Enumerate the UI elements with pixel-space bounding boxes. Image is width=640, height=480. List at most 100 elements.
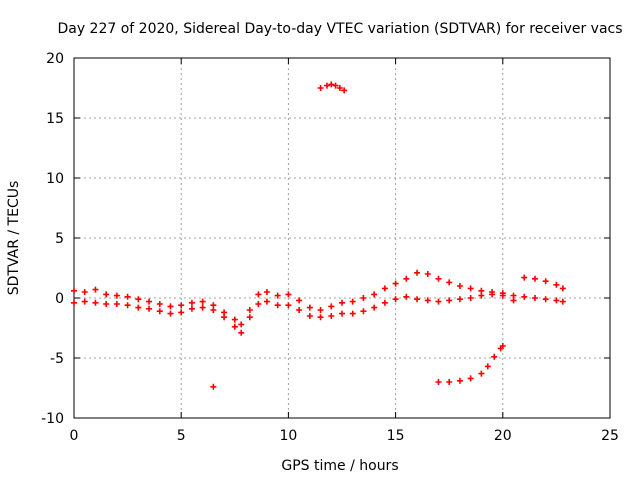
data-point xyxy=(306,304,313,311)
data-point xyxy=(113,301,120,307)
data-point xyxy=(341,87,348,94)
data-point xyxy=(178,309,185,316)
data-point xyxy=(255,301,262,307)
data-point xyxy=(446,379,453,385)
data-point xyxy=(255,291,262,298)
data-point xyxy=(435,275,442,282)
x-tick-label: 20 xyxy=(494,428,512,444)
data-point xyxy=(336,85,343,91)
data-point xyxy=(156,308,163,315)
x-axis-label: GPS time / hours xyxy=(281,458,398,474)
data-point xyxy=(328,81,335,88)
y-tick-label: 10 xyxy=(46,171,64,187)
data-point xyxy=(317,314,324,321)
data-point xyxy=(339,310,345,317)
data-point xyxy=(446,279,453,286)
data-point xyxy=(103,301,110,307)
data-point xyxy=(103,291,110,298)
data-point xyxy=(467,375,474,382)
y-axis-label: SDTVAR / TECUs xyxy=(6,181,22,296)
data-point xyxy=(199,304,206,311)
data-point xyxy=(371,291,378,298)
data-point xyxy=(332,82,339,89)
chart-title: Day 227 of 2020, Sidereal Day-to-day VTE… xyxy=(57,21,622,37)
data-point xyxy=(499,343,506,349)
data-point xyxy=(531,275,538,282)
data-point xyxy=(542,278,549,285)
series-outlier-single xyxy=(210,383,217,390)
data-point xyxy=(238,329,245,336)
data-point xyxy=(92,299,99,306)
data-point xyxy=(499,292,506,299)
data-point xyxy=(491,353,498,360)
data-point xyxy=(328,313,335,319)
series-outlier-bottom-curve xyxy=(435,343,506,385)
data-point xyxy=(188,305,195,312)
data-point xyxy=(323,82,330,89)
data-point xyxy=(167,303,174,310)
data-point xyxy=(510,297,517,304)
data-point xyxy=(178,302,185,309)
data-point xyxy=(414,269,421,276)
data-point xyxy=(317,307,324,313)
data-point xyxy=(199,298,206,305)
data-point xyxy=(349,310,356,317)
data-point xyxy=(296,307,303,313)
x-tick-label: 5 xyxy=(177,428,186,444)
data-point xyxy=(349,298,356,305)
data-point xyxy=(456,296,463,303)
data-point xyxy=(478,292,485,299)
data-point xyxy=(392,280,399,287)
data-point xyxy=(263,289,270,295)
data-points xyxy=(71,81,566,390)
data-point xyxy=(553,297,560,304)
data-point xyxy=(92,286,99,293)
data-point xyxy=(124,302,131,309)
data-point xyxy=(478,370,485,377)
x-tick-label: 25 xyxy=(601,428,619,444)
data-point xyxy=(81,298,88,305)
data-point xyxy=(559,285,566,292)
data-point xyxy=(167,310,174,317)
data-point xyxy=(71,287,77,294)
y-tick-label: 0 xyxy=(55,291,64,307)
data-point xyxy=(146,305,153,312)
data-point xyxy=(306,313,313,319)
data-point xyxy=(285,291,292,298)
y-tick-label: 5 xyxy=(55,231,64,247)
data-point xyxy=(446,297,453,304)
data-point xyxy=(435,379,442,385)
data-point xyxy=(553,281,560,288)
data-point xyxy=(392,296,399,303)
data-point xyxy=(274,292,281,299)
data-point xyxy=(317,85,324,91)
series-main-band-upper xyxy=(71,269,566,328)
data-point xyxy=(71,299,77,306)
data-point xyxy=(435,298,442,305)
data-point xyxy=(403,275,410,282)
data-point xyxy=(360,295,367,301)
data-point xyxy=(339,299,345,306)
series-main-band-lower xyxy=(71,291,566,336)
data-point xyxy=(371,304,378,311)
data-point xyxy=(296,297,303,304)
data-point xyxy=(263,298,270,305)
data-point xyxy=(285,302,292,309)
x-tick-label: 10 xyxy=(279,428,297,444)
y-tick-label: -10 xyxy=(41,411,64,427)
data-point xyxy=(238,321,245,328)
data-point xyxy=(221,314,228,321)
data-point xyxy=(424,297,431,304)
data-point xyxy=(210,383,217,390)
data-point xyxy=(246,307,253,313)
data-point xyxy=(414,296,421,303)
y-tick-label: 15 xyxy=(46,111,64,127)
data-point xyxy=(210,307,217,313)
data-point xyxy=(231,323,238,330)
data-point xyxy=(113,292,120,299)
grid-lines xyxy=(74,58,610,418)
data-point xyxy=(146,298,153,305)
data-point xyxy=(467,295,474,301)
data-point xyxy=(135,296,142,303)
y-tick-label: -5 xyxy=(50,351,64,367)
